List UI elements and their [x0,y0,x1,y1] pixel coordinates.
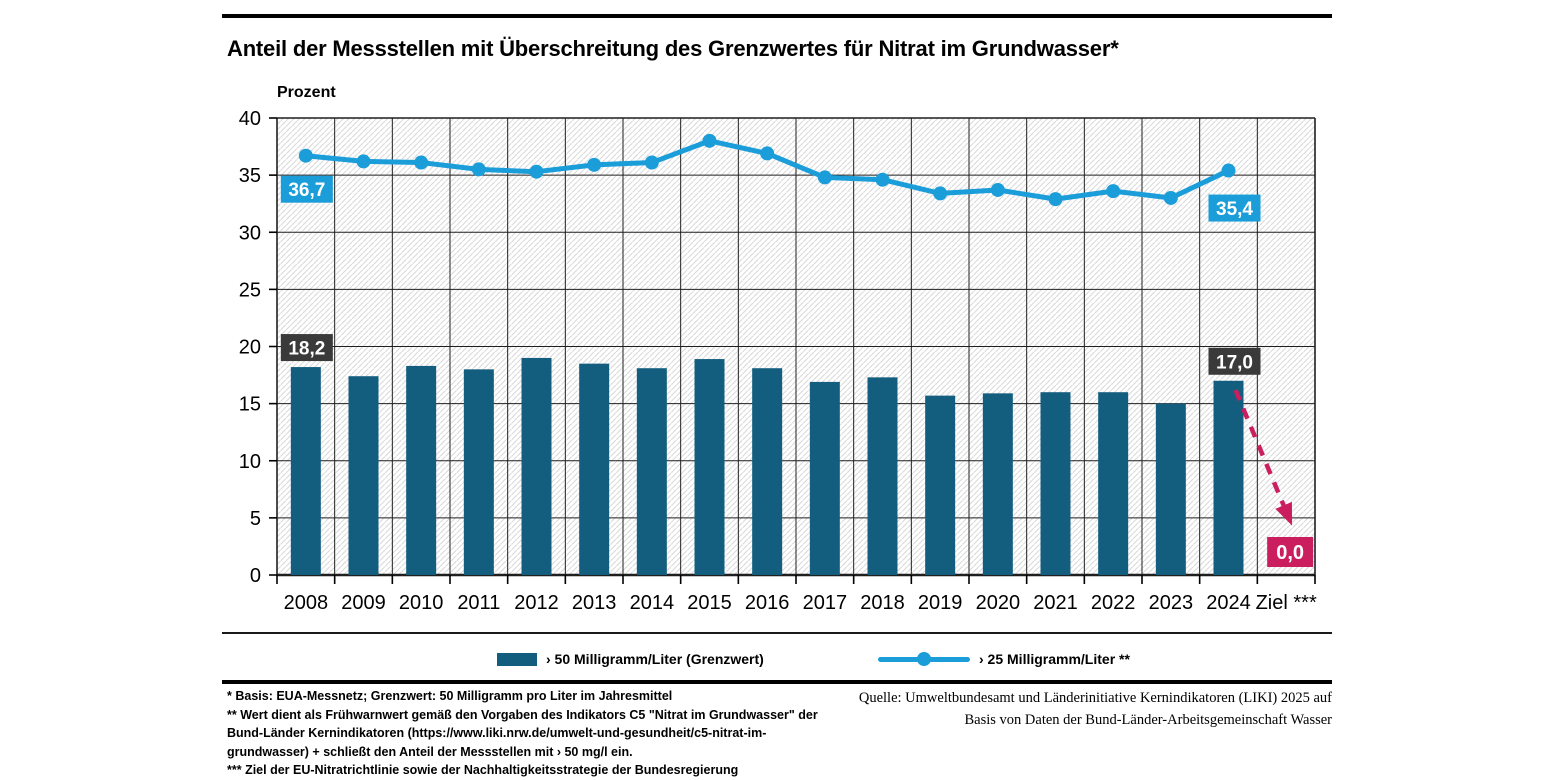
line-point-2011 [471,162,486,177]
y-tick-label-20: 20 [239,337,261,359]
legend-label-line-series: › 25 Milligramm/Liter ** [979,651,1130,667]
value-label-box-0,0 [1267,537,1314,567]
x-tick-label-2016: 2016 [745,592,790,614]
x-tick-label-2013: 2013 [572,592,617,614]
y-tick-label-40: 40 [239,108,261,130]
bar-2015 [694,359,725,575]
bar-2021 [1040,392,1071,575]
bar-series-swatch-icon [497,652,537,666]
value-label-0,0: 0,0 [1276,542,1304,564]
y-tick-label-5: 5 [250,508,261,530]
value-label-box-35,4 [1208,194,1261,222]
line-point-2013 [587,157,602,172]
y-tick-label-0: 0 [250,565,261,587]
bar-2024 [1213,380,1244,575]
line-series-dot-icon [917,652,931,666]
x-tick-label-2014: 2014 [630,592,675,614]
footnote-line-5: *** Ziel der EU-Nitratrichtlinie sowie d… [227,763,739,777]
bar-2014 [636,368,667,575]
value-label-35,4: 35,4 [1216,199,1253,220]
bar-2012 [521,357,552,575]
bar-2022 [1098,392,1129,575]
line-point-2008 [298,148,313,163]
bar-2008 [290,367,321,575]
top-rule [222,14,1332,18]
bar-2023 [1155,403,1186,575]
x-tick-label-2011: 2011 [457,592,500,614]
x-tick-label-2024: 2024 [1206,592,1251,614]
x-tick-label-2021: 2021 [1033,592,1078,614]
legend-item-bar-series: › 50 Milligramm/Liter (Grenzwert) [497,648,764,670]
line-point-2017 [817,170,832,185]
line-point-2016 [760,146,775,161]
value-label-36,7: 36,7 [288,180,325,201]
value-label-box-36,7 [280,175,333,203]
footnote-line-3: Bund-Länder Kernindikatoren (https://www… [227,726,767,740]
footnote-line-4: grundwasser) + schließt den Anteil der M… [227,744,633,759]
bar-2010 [406,365,437,575]
bar-2011 [463,369,494,575]
y-tick-label-15: 15 [239,394,261,416]
bar-2009 [348,376,379,575]
source-line-1: Quelle: Umweltbundesamt und Länderinitia… [858,690,1332,706]
bar-2017 [809,381,840,575]
value-label-box-17,0 [1208,347,1261,375]
line-point-2019 [933,186,948,201]
target-arrow-icon [1233,389,1293,526]
bar-2013 [579,363,610,575]
value-label-18,2: 18,2 [288,339,325,360]
line-point-2018 [875,172,890,187]
line-point-2021 [1048,192,1063,207]
x-tick-label-2023: 2023 [1149,592,1194,614]
x-tick-label-2008: 2008 [284,592,329,614]
y-tick-label-35: 35 [239,165,261,187]
x-tick-label-Ziel: Ziel *** [1256,592,1317,614]
page-title: Anteil der Messstellen mit Überschreitun… [227,36,1119,61]
x-tick-label-2010: 2010 [399,592,444,614]
source-attribution: Quelle: Umweltbundesamt und Länderinitia… [859,687,1332,731]
legend-separator [222,632,1332,634]
y-tick-label-10: 10 [239,451,261,473]
line-point-2010 [414,155,429,170]
nitrate-chart: 0 5 10 15 20 25 30 35 40 2008 2009 2010 2011 2012 2013… [239,108,1317,614]
bar-2019 [925,395,956,575]
source-line-2: Basis von Daten der Bund-Länder-Arbeitsg… [964,712,1332,728]
bar-2018 [867,377,898,575]
line-point-2015 [702,133,717,148]
legend-item-line-series: › 25 Milligramm/Liter ** [878,648,1130,670]
footnotes: * Basis: EUA-Messnetz; Grenzwert: 50 Mil… [227,687,818,780]
value-label-box-18,2 [280,334,333,362]
y-tick-label-30: 30 [239,222,261,244]
bar-2016 [752,368,783,575]
bar-2020 [982,393,1013,575]
line-point-2024 [1221,163,1236,178]
x-tick-label-2009: 2009 [341,592,386,614]
line-point-2023 [1163,190,1178,205]
y-tick-label-25: 25 [239,279,261,301]
x-tick-label-2019: 2019 [918,592,963,614]
line-point-2012 [529,164,544,179]
y-axis-title: Prozent [277,84,336,101]
footnote-separator [222,680,1332,684]
footnote-line-2: ** Wert dient als Frühwarnwert gemäß den… [227,707,818,722]
line-series-swatch-icon [878,652,970,666]
line-point-2020 [990,182,1005,197]
x-tick-label-2022: 2022 [1091,592,1136,614]
x-tick-label-2012: 2012 [514,592,559,614]
x-tick-label-2017: 2017 [803,592,848,614]
legend-label-bar-series: › 50 Milligramm/Liter (Grenzwert) [546,651,764,667]
x-tick-label-2018: 2018 [860,592,905,614]
line-point-2009 [356,154,371,169]
x-tick-label-2020: 2020 [976,592,1021,614]
footnote-line-1: * Basis: EUA-Messnetz; Grenzwert: 50 Mil… [227,689,673,703]
x-tick-label-2015: 2015 [687,592,732,614]
value-label-17,0: 17,0 [1216,352,1253,373]
line-point-2022 [1106,184,1121,199]
line-point-2014 [644,155,659,170]
